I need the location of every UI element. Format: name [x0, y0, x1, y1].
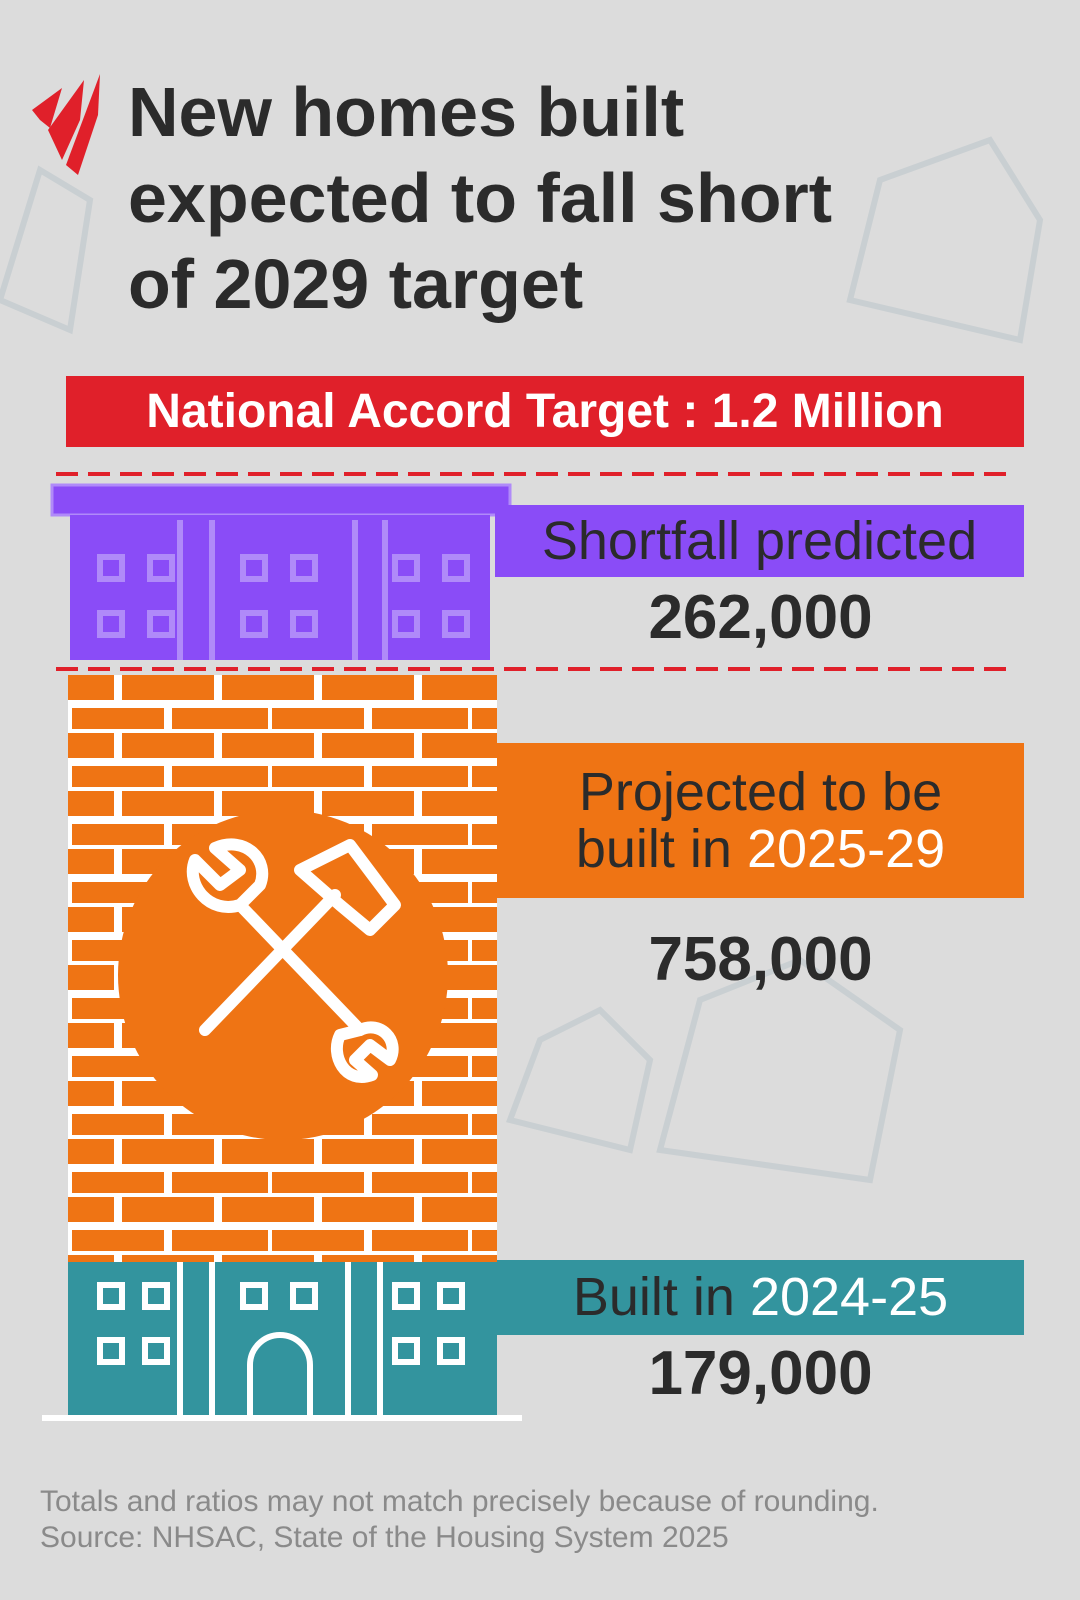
- label-highlight: 2024-25: [749, 1267, 949, 1328]
- projected-label-box: [497, 743, 1024, 898]
- footnote: Source: NHSAC, State of the Housing Syst…: [40, 1521, 729, 1554]
- section-label: Built in 2024-25: [497, 1260, 1024, 1335]
- footnote: Totals and ratios may not match precisel…: [40, 1485, 879, 1518]
- title-line: of 2029 target: [128, 245, 584, 323]
- logo: [32, 74, 100, 175]
- section-value: 262,000: [648, 583, 873, 652]
- label-highlight: 2025-29: [746, 818, 946, 879]
- section-value: 758,000: [648, 925, 873, 994]
- shortfall-label-box: [495, 505, 1024, 577]
- title-line: expected to fall short: [128, 159, 833, 237]
- projected-bricks: [68, 675, 497, 1262]
- section-label: Shortfall predicted: [541, 510, 978, 571]
- target-banner: National Accord Target : 1.2 Million: [66, 376, 1024, 447]
- built-building: [42, 1262, 522, 1421]
- title-line: New homes built: [128, 73, 685, 151]
- built-label-box: [497, 1260, 1024, 1335]
- label-text: Built in: [572, 1267, 735, 1328]
- label-text: Projected to be built in: [575, 761, 943, 879]
- background-houses: [0, 136, 1044, 1184]
- shortfall-building: [50, 483, 512, 660]
- section-label: Projected to be built in 2025-29: [537, 743, 984, 898]
- section-value: 179,000: [648, 1339, 873, 1408]
